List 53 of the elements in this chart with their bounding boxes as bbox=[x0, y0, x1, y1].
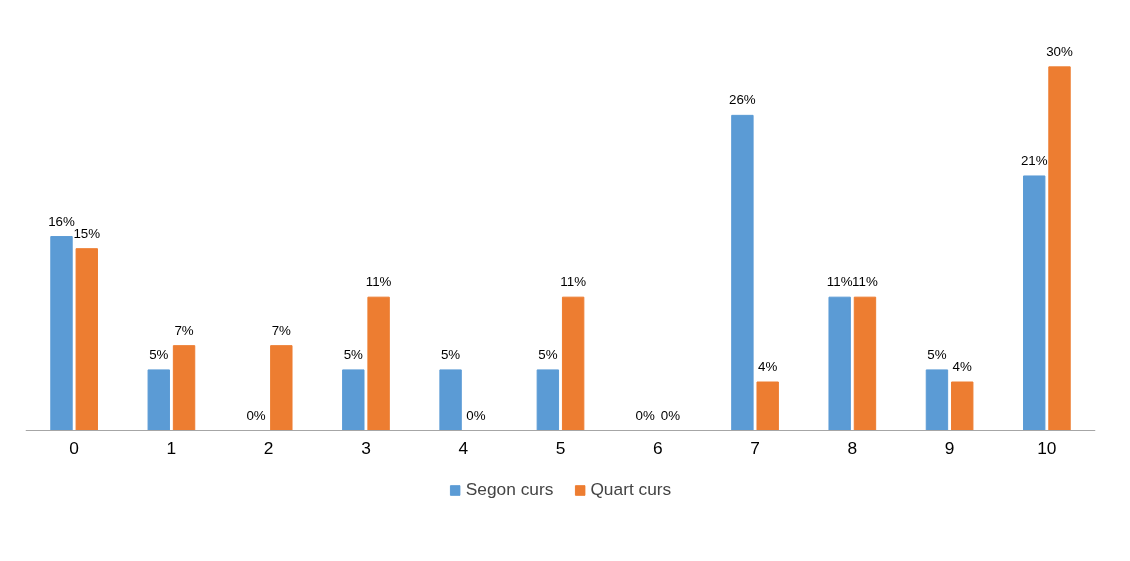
data-label: 4% bbox=[952, 359, 973, 375]
data-label: 4% bbox=[758, 359, 778, 375]
data-label: 21% bbox=[1020, 152, 1048, 168]
bar bbox=[828, 296, 851, 431]
data-label: 16% bbox=[48, 213, 75, 229]
data-label: 11% bbox=[560, 274, 587, 290]
legend-label: Quart curs bbox=[590, 479, 672, 500]
bar bbox=[853, 296, 877, 431]
data-label: 15% bbox=[73, 225, 101, 241]
x-tick-label: 5 bbox=[555, 437, 566, 458]
data-label: 0% bbox=[660, 407, 681, 423]
data-label: 0% bbox=[246, 407, 266, 423]
data-label: 11% bbox=[852, 274, 878, 290]
x-tick-label: 10 bbox=[1037, 437, 1057, 458]
legend-label: Segon curs bbox=[465, 479, 554, 500]
bar bbox=[270, 345, 293, 431]
data-label: 7% bbox=[174, 322, 194, 338]
bar bbox=[147, 369, 170, 431]
data-label: 5% bbox=[440, 346, 461, 362]
data-label: 0% bbox=[635, 407, 655, 423]
data-label: 7% bbox=[271, 322, 292, 338]
bar bbox=[756, 381, 779, 431]
x-tick-label: 1 bbox=[166, 437, 177, 458]
bar bbox=[951, 381, 974, 431]
data-label: 5% bbox=[538, 346, 558, 362]
data-label: 26% bbox=[729, 92, 756, 108]
bar bbox=[172, 345, 196, 431]
x-tick-label: 3 bbox=[361, 437, 371, 458]
x-tick-label: 6 bbox=[652, 437, 663, 458]
x-tick-label: 4 bbox=[458, 437, 469, 458]
bar bbox=[536, 369, 560, 431]
x-tick-label: 9 bbox=[944, 437, 955, 458]
bar bbox=[439, 369, 462, 431]
bar bbox=[731, 114, 754, 431]
data-label: 11% bbox=[826, 274, 853, 290]
x-tick-label: 8 bbox=[847, 437, 858, 458]
bar bbox=[925, 369, 949, 431]
data-label: 0% bbox=[466, 407, 486, 423]
data-label: 5% bbox=[343, 346, 364, 362]
bar bbox=[75, 248, 98, 431]
data-label: 30% bbox=[1046, 43, 1073, 59]
bar bbox=[342, 369, 365, 431]
bar bbox=[561, 296, 585, 431]
data-label: 5% bbox=[927, 346, 947, 362]
x-tick-label: 0 bbox=[69, 437, 79, 458]
data-label: 11% bbox=[365, 274, 392, 290]
x-tick-label: 2 bbox=[263, 437, 274, 458]
x-tick-label: 7 bbox=[750, 437, 760, 458]
data-label: 5% bbox=[149, 346, 169, 362]
bar bbox=[1023, 175, 1046, 431]
bar bbox=[367, 296, 390, 431]
bar bbox=[50, 236, 73, 431]
bar bbox=[1048, 66, 1071, 431]
